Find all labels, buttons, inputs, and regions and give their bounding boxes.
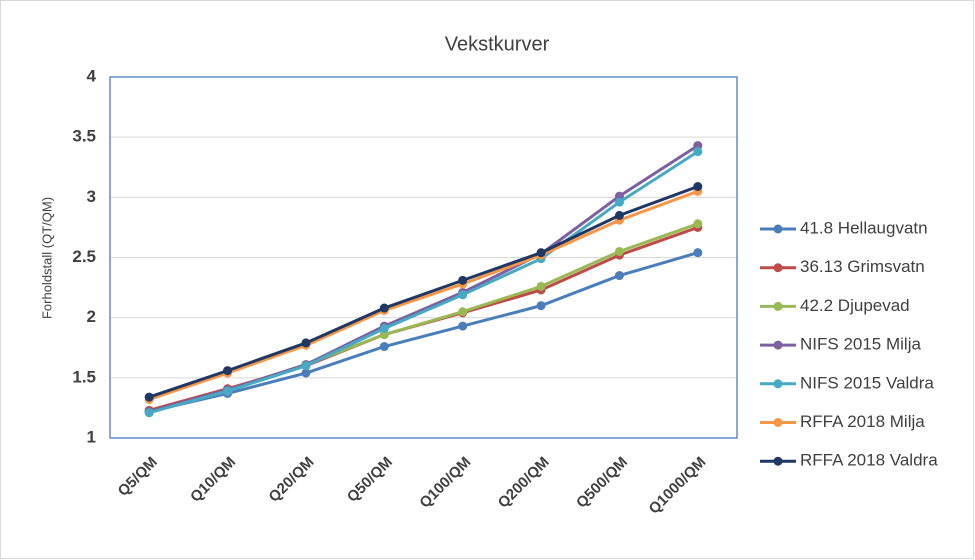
legend-label: RFFA 2018 Milja bbox=[800, 412, 925, 431]
series-point bbox=[614, 210, 624, 220]
legend-marker bbox=[773, 263, 783, 273]
series-line bbox=[148, 251, 699, 413]
series-point bbox=[536, 248, 546, 258]
chart-title: Vekstkurver bbox=[445, 33, 550, 55]
series-point bbox=[144, 408, 154, 418]
y-tick-label: 3.5 bbox=[72, 127, 96, 146]
series-point bbox=[536, 301, 546, 311]
series-point bbox=[614, 197, 624, 207]
series-point bbox=[301, 338, 311, 348]
y-tick-label: 2 bbox=[87, 307, 96, 326]
series-point bbox=[614, 246, 624, 256]
y-tick-label: 1.5 bbox=[72, 367, 96, 386]
series-line bbox=[148, 185, 699, 399]
series-point bbox=[223, 366, 233, 376]
y-tick-label: 1 bbox=[87, 427, 96, 446]
legend-marker bbox=[773, 379, 783, 389]
series-line bbox=[148, 189, 699, 401]
y-tick-label: 2.5 bbox=[72, 247, 96, 266]
series-point bbox=[301, 361, 311, 371]
series-point bbox=[301, 368, 311, 378]
series-point bbox=[693, 147, 703, 157]
legend-marker bbox=[773, 301, 783, 311]
legend-marker bbox=[773, 418, 783, 427]
series-point bbox=[458, 275, 468, 285]
y-tick-label: 4 bbox=[87, 66, 97, 85]
legend-marker bbox=[773, 456, 783, 466]
legend-marker bbox=[773, 224, 783, 234]
legend-label: 36.13 Grimsvatn bbox=[800, 257, 925, 276]
series-point bbox=[458, 290, 468, 300]
y-tick-label: 3 bbox=[87, 187, 96, 206]
series-point bbox=[458, 307, 468, 317]
series-point bbox=[693, 248, 703, 258]
series-point bbox=[693, 219, 703, 229]
legend-label: NIFS 2015 Milja bbox=[800, 335, 921, 354]
series-point bbox=[458, 321, 468, 331]
legend-marker bbox=[773, 340, 783, 350]
series-point bbox=[614, 271, 624, 281]
series-point bbox=[379, 303, 389, 313]
series-line bbox=[148, 150, 699, 415]
series-point bbox=[144, 392, 154, 402]
series-point bbox=[223, 386, 233, 396]
legend-label: 41.8 Hellaugvatn bbox=[800, 218, 928, 237]
series-point bbox=[536, 281, 546, 291]
plot-border bbox=[109, 76, 738, 439]
series-point bbox=[379, 323, 389, 333]
legend-label: RFFA 2018 Valdra bbox=[800, 451, 938, 470]
legend-label: 42.2 Djupevad bbox=[800, 296, 910, 315]
series-point bbox=[379, 342, 389, 352]
series-point bbox=[693, 182, 703, 192]
legend-label: NIFS 2015 Valdra bbox=[800, 373, 934, 392]
y-axis-label: Forholdstall (QT/QM) bbox=[39, 197, 54, 319]
